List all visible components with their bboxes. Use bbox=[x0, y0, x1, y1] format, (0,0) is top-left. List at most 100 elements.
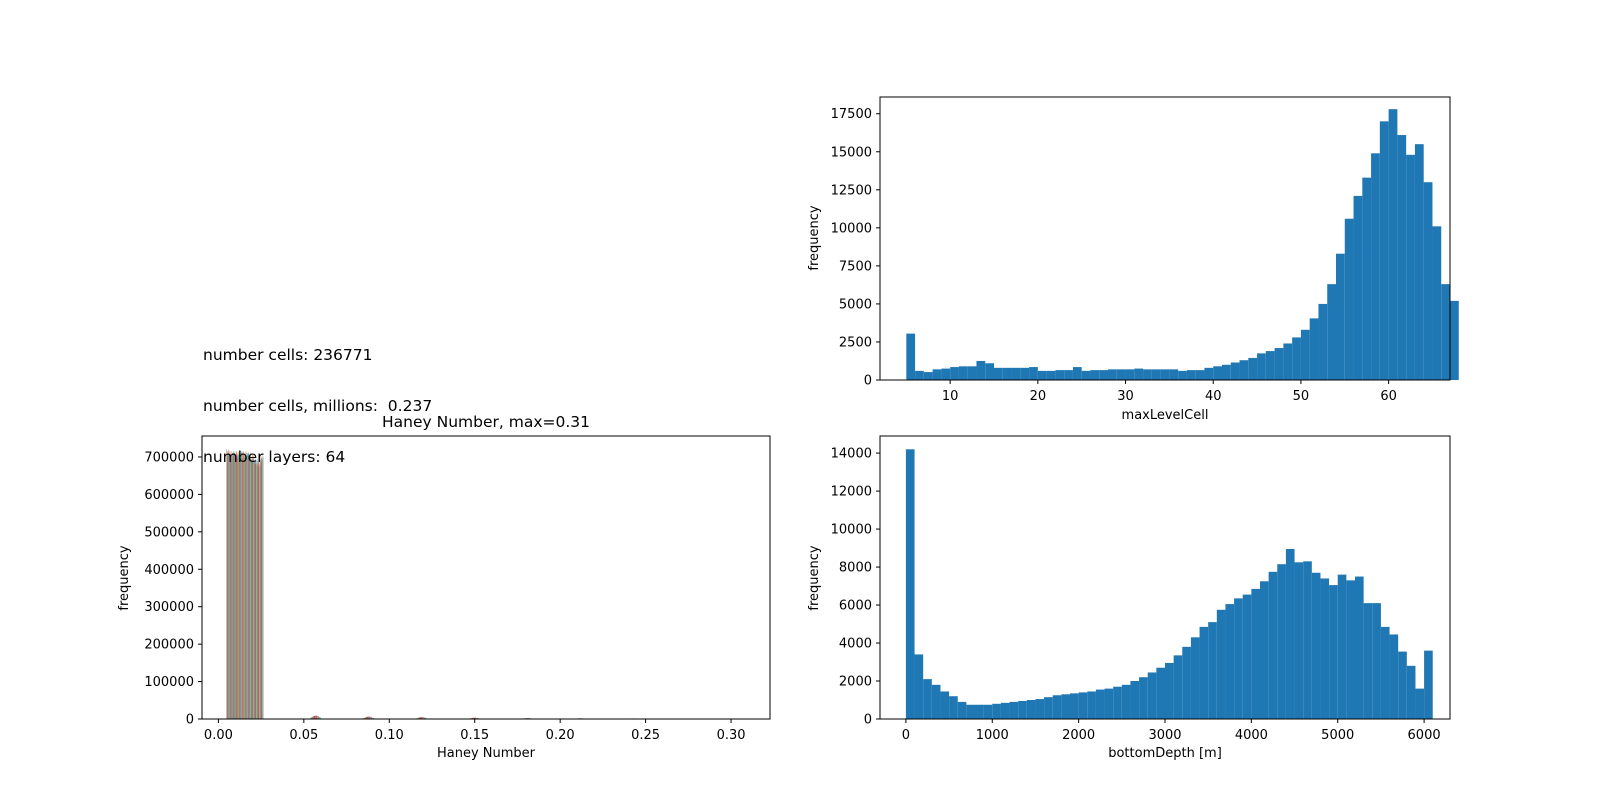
maxlevelcell-bar bbox=[1292, 337, 1301, 380]
maxlevelcell-bar bbox=[1441, 284, 1450, 380]
haney-number-x-ticks: 0.00 0.05 0.10 0.15 0.20 0.25 0.30 bbox=[204, 719, 746, 743]
maxlevelcell-y-tick-label: 0 bbox=[864, 374, 872, 389]
bottom-depth-bar bbox=[1087, 691, 1096, 719]
bottom-depth-bar bbox=[1424, 650, 1433, 719]
haney-number-small-bar bbox=[474, 717, 476, 719]
haney-number-y-tick-label: 100000 bbox=[144, 675, 194, 690]
bottom-depth-bar bbox=[1311, 572, 1321, 719]
info-number-layers: number layers: 64 bbox=[203, 448, 346, 466]
info-number-cells-millions: number cells, millions: 0.237 bbox=[203, 397, 433, 415]
bottom-depth-x-ticks: 0 1000 2000 3000 4000 5000 6000 bbox=[902, 719, 1441, 743]
maxlevelcell-x-tick-label: 50 bbox=[1293, 389, 1310, 404]
bottom-depth-bar bbox=[975, 704, 984, 719]
haney-number-small-bar bbox=[417, 717, 419, 719]
haney-number-x-axis-label: Haney Number bbox=[437, 746, 536, 761]
maxlevelcell-bar bbox=[1046, 370, 1056, 380]
bottom-depth-y-tick-label: 14000 bbox=[831, 447, 872, 462]
bottom-depth-bar bbox=[1147, 672, 1157, 719]
bottom-depth-bar bbox=[1363, 603, 1373, 719]
maxlevelcell-bar bbox=[1081, 370, 1091, 380]
haney-number-chart-title: Haney Number, max=0.31 bbox=[382, 413, 590, 431]
maxlevelcell-bar bbox=[932, 369, 942, 380]
bottom-depth-bar bbox=[1355, 576, 1364, 719]
haney-number-small-bar bbox=[314, 715, 316, 719]
bottom-depth-bar bbox=[1251, 588, 1260, 719]
haney-number-small-bar bbox=[368, 716, 370, 719]
haney-number-axes-frame bbox=[201, 435, 771, 720]
maxlevelcell-bar bbox=[1178, 370, 1187, 380]
maxlevelcell-bar bbox=[1222, 364, 1231, 380]
bottom-depth-y-axis-label: frequency bbox=[807, 545, 822, 611]
maxlevelcell-bar bbox=[1318, 303, 1328, 380]
haney-number-small-bar bbox=[366, 716, 368, 719]
haney-number-small-bar bbox=[422, 717, 424, 719]
maxlevelcell-axes-frame bbox=[879, 96, 1451, 381]
bottom-depth-x-tick-label: 1000 bbox=[976, 728, 1009, 743]
haney-number-small-bar bbox=[420, 717, 422, 719]
haney-number-small-bar bbox=[317, 716, 319, 719]
maxlevelcell-bar bbox=[1239, 360, 1249, 380]
bottom-depth-y-tick-label: 10000 bbox=[831, 523, 872, 538]
bottom-depth-bar bbox=[1156, 667, 1165, 719]
bottom-depth-bar bbox=[1009, 701, 1019, 719]
maxlevelcell-x-tick-label: 30 bbox=[1117, 389, 1134, 404]
bottom-depth-bar bbox=[1406, 665, 1416, 719]
maxlevelcell-y-tick-label: 7500 bbox=[839, 259, 872, 274]
bottom-depth-bar bbox=[1035, 699, 1045, 719]
bottom-depth-bar bbox=[1415, 688, 1425, 719]
bottom-depth-y-tick-label: 0 bbox=[864, 713, 872, 728]
bottom-depth-bar bbox=[1018, 700, 1027, 719]
maxlevelcell-bar bbox=[1213, 366, 1222, 380]
maxlevelcell-bar bbox=[1072, 367, 1082, 380]
maxlevelcell-bar bbox=[1344, 218, 1354, 380]
haney-number-small-bar bbox=[319, 717, 321, 719]
maxlevelcell-bar bbox=[1265, 351, 1275, 380]
bottom-depth-y-tick-label: 12000 bbox=[831, 485, 872, 500]
bottom-depth-bar bbox=[1000, 702, 1010, 719]
bottom-depth-bar bbox=[1052, 695, 1062, 719]
maxlevelcell-bar bbox=[1099, 370, 1108, 380]
bottom-depth-bar bbox=[1380, 626, 1390, 719]
haney-number-x-tick-label: 0.00 bbox=[204, 728, 233, 743]
maxlevelcell-bar bbox=[1406, 154, 1415, 380]
bottom-depth-y-tick-label: 8000 bbox=[839, 561, 872, 576]
bottom-depth-bar bbox=[905, 449, 915, 719]
bottom-depth-bar bbox=[966, 704, 975, 719]
maxlevelcell-bar bbox=[1371, 153, 1380, 380]
haney-number-small-bar bbox=[473, 717, 475, 719]
maxlevelcell-bar bbox=[1160, 369, 1170, 380]
haney-number-small-bar bbox=[371, 717, 373, 719]
maxlevelcell-bar bbox=[1108, 369, 1117, 380]
maxlevelcell-bar bbox=[1002, 367, 1012, 380]
haney-number-x-tick-label: 0.10 bbox=[375, 728, 404, 743]
maxlevelcell-bar bbox=[1274, 348, 1284, 380]
bottom-depth-bar bbox=[1182, 646, 1191, 719]
bottom-depth-bar bbox=[1277, 564, 1286, 719]
maxlevelcell-chart: 10 20 30 40 50 60 0 2500 5000 7500 10000 12500 1500… bbox=[807, 96, 1459, 423]
maxlevelcell-bar bbox=[1125, 369, 1135, 380]
haney-number-small-bar bbox=[475, 717, 477, 719]
maxlevelcell-x-axis-label: maxLevelCell bbox=[1122, 408, 1209, 423]
bottom-depth-bar bbox=[992, 703, 1001, 719]
maxlevelcell-bar bbox=[1450, 300, 1459, 380]
haney-number-y-ticks: 0 100000 200000 300000 400000 500000 600000 700… bbox=[144, 450, 202, 728]
bottom-depth-bar bbox=[1104, 688, 1114, 719]
maxlevelcell-y-tick-label: 15000 bbox=[831, 145, 872, 160]
maxlevelcell-bar bbox=[1300, 329, 1310, 380]
bottom-depth-bar bbox=[1121, 684, 1131, 719]
haney-number-x-tick-label: 0.30 bbox=[717, 728, 746, 743]
maxlevelcell-bar bbox=[1055, 370, 1065, 380]
haney-number-y-tick-label: 0 bbox=[186, 713, 194, 728]
bottom-depth-bar bbox=[1372, 603, 1381, 719]
bottom-depth-bar bbox=[1044, 697, 1053, 719]
maxlevelcell-bar bbox=[915, 370, 924, 380]
maxlevelcell-bar bbox=[1195, 370, 1205, 380]
bottom-depth-bar bbox=[949, 696, 958, 719]
maxlevelcell-bar bbox=[1151, 369, 1161, 380]
bottom-depth-bar bbox=[1078, 692, 1088, 719]
haney-number-small-bar bbox=[318, 716, 320, 719]
maxlevelcell-bars bbox=[906, 109, 1459, 380]
bottom-depth-bar bbox=[983, 704, 993, 719]
haney-number-small-bar bbox=[418, 717, 420, 719]
